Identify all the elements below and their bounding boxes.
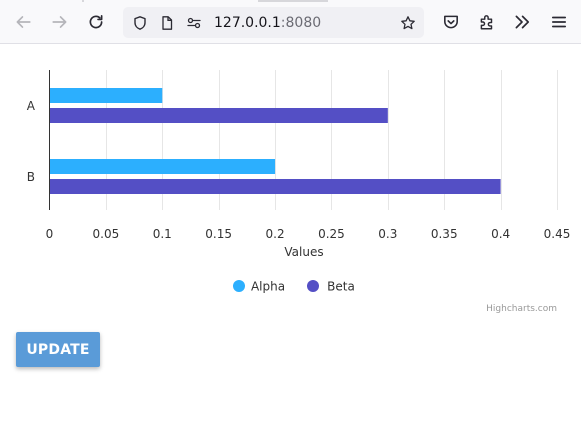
browser-toolbar: 127.0.0.1:8080 (0, 0, 581, 44)
pocket-icon[interactable] (438, 9, 464, 35)
bar-chart: AB 0 0.05 0.1 0.15 0.2 0.25 0.3 0.35 0.4 0.45 Val… (27, 70, 571, 314)
legend-item-alpha[interactable]: Alpha (251, 280, 285, 294)
bar-alpha-b[interactable] (49, 159, 276, 174)
tick-label: 0.2 (266, 227, 285, 241)
tick-label: 0.25 (318, 227, 345, 241)
tick-label: 0 (46, 227, 54, 241)
value-tick-labels: 0 0.05 0.1 0.15 0.2 0.25 0.3 0.35 0.4 0.45 (46, 227, 571, 241)
update-button[interactable]: UPDATE (16, 332, 100, 367)
bar-beta-a[interactable] (49, 108, 388, 123)
page-icon (158, 14, 175, 31)
bar-beta-b[interactable] (49, 179, 501, 194)
tick-label: 0.1 (153, 227, 172, 241)
tick-label: 0.45 (544, 227, 571, 241)
extensions-icon[interactable] (474, 9, 500, 35)
overflow-chevrons-icon[interactable] (509, 9, 535, 35)
legend-item-beta[interactable]: Beta (327, 280, 355, 294)
legend: Alpha Beta (233, 280, 355, 294)
reload-icon[interactable] (83, 9, 109, 35)
url-port: :8080 (280, 15, 322, 31)
tab-edge (82, 0, 84, 2)
category-label: A (27, 99, 36, 113)
url-text[interactable]: 127.0.0.1:8080 (214, 15, 321, 31)
tick-label: 0.35 (431, 227, 458, 241)
tick-label: 0.3 (378, 227, 397, 241)
shield-icon[interactable] (131, 14, 148, 31)
url-host: 127.0.0.1 (214, 15, 281, 31)
back-arrow-icon[interactable] (10, 9, 36, 35)
tab-edge (258, 0, 328, 2)
bars (49, 88, 501, 194)
value-axis-title: Values (284, 245, 323, 259)
tick-label: 0.4 (491, 227, 510, 241)
gridlines (106, 70, 558, 210)
category-label: B (27, 170, 35, 184)
permissions-icon[interactable] (185, 14, 202, 31)
url-bar[interactable]: 127.0.0.1:8080 (123, 7, 424, 38)
legend-marker-beta[interactable] (307, 280, 319, 292)
tick-label: 0.15 (205, 227, 232, 241)
legend-marker-alpha[interactable] (233, 280, 245, 292)
hamburger-menu-icon[interactable] (546, 9, 572, 35)
forward-arrow-icon[interactable] (47, 9, 73, 35)
bar-alpha-a[interactable] (49, 88, 163, 103)
tick-label: 0.05 (93, 227, 120, 241)
star-icon[interactable] (399, 14, 416, 31)
category-labels: AB (27, 99, 36, 184)
credits-link[interactable]: Highcharts.com (486, 304, 557, 314)
